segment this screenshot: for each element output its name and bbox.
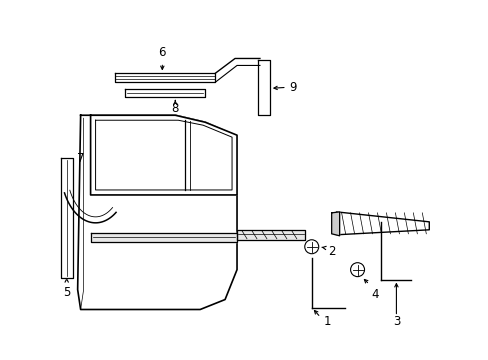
- Polygon shape: [90, 233, 237, 242]
- Text: 8: 8: [171, 102, 179, 115]
- Text: 5: 5: [63, 286, 70, 299]
- Polygon shape: [331, 212, 339, 236]
- Polygon shape: [61, 158, 73, 278]
- Text: 6: 6: [158, 46, 166, 59]
- Circle shape: [350, 263, 364, 276]
- Polygon shape: [115, 73, 215, 82]
- Polygon shape: [258, 60, 269, 115]
- Polygon shape: [336, 212, 428, 235]
- Polygon shape: [90, 115, 237, 195]
- Polygon shape: [78, 115, 237, 310]
- Text: 2: 2: [327, 245, 335, 258]
- Text: 7: 7: [77, 152, 84, 165]
- Circle shape: [304, 240, 318, 254]
- Polygon shape: [237, 230, 304, 240]
- Polygon shape: [125, 89, 205, 97]
- Text: 1: 1: [323, 315, 331, 328]
- Text: 9: 9: [288, 81, 296, 94]
- Text: 3: 3: [392, 315, 399, 328]
- Text: 4: 4: [371, 288, 379, 301]
